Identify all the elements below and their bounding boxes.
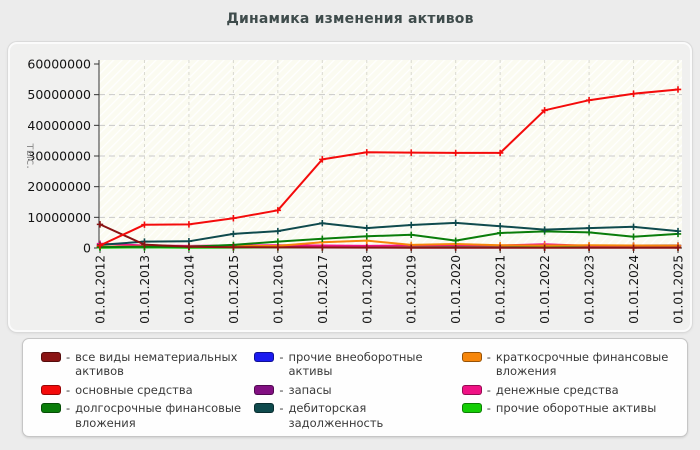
y-tick-label: 50000000	[27, 87, 91, 102]
legend-marker-4	[254, 384, 275, 395]
legend-separator: -	[66, 350, 71, 364]
legend-item-7: - денежные средства	[461, 382, 673, 397]
series-line-5	[99, 221, 679, 246]
legend-column-1: - прочие внеоборотные активы - запасы - дебит…	[254, 350, 453, 430]
legend-separator: -	[279, 401, 284, 416]
legend-item-0: - все виды нематериальных активов	[41, 350, 246, 379]
x-tick-label: 01.01.2022	[538, 255, 552, 324]
legend-label-6: краткосрочные финансовые вложения	[495, 350, 669, 379]
legend-marker-6	[461, 352, 482, 362]
legend-separator: -	[486, 382, 491, 397]
y-tick-label: 30000000	[27, 149, 91, 164]
y-axis-title: тыс.	[24, 143, 38, 169]
x-tick-label: 01.01.2021	[494, 255, 508, 324]
chart-legend: - все виды нематериальных активов - основны…	[22, 338, 688, 437]
legend-label-0: все виды нематериальных активов	[75, 350, 238, 379]
legend-marker-2	[41, 403, 61, 414]
series-markers-1	[96, 86, 682, 249]
line-chart: 0 10000000 20000000 30000000 40000000 5000000…	[24, 57, 686, 324]
legend-marker-8	[461, 403, 482, 414]
legend-label-1: основные средства	[75, 382, 193, 397]
legend-item-2: - долгосрочные финансовые вложения	[41, 401, 246, 430]
legend-column-2: - краткосрочные финансовые вложения - денеж…	[461, 350, 673, 430]
legend-label-8: прочие оборотные активы	[495, 401, 657, 416]
series-line-1	[99, 88, 679, 247]
legend-separator: -	[486, 350, 491, 364]
legend-marker-7	[461, 384, 482, 395]
x-tick-label: 01.01.2025	[672, 255, 686, 324]
legend-marker-5	[254, 403, 275, 414]
legend-item-6: - краткосрочные финансовые вложения	[461, 350, 673, 379]
x-tick-label: 01.01.2013	[138, 255, 152, 324]
series-line-0	[99, 223, 678, 249]
legend-separator: -	[66, 401, 71, 416]
chart-title: Динамика изменения активов	[226, 11, 474, 27]
legend-marker-1	[41, 384, 61, 395]
legend-marker-0	[41, 352, 61, 362]
x-tick-label: 01.01.2018	[360, 255, 374, 324]
legend-column-0: - все виды нематериальных активов - основны…	[41, 350, 246, 430]
legend-item-3: - прочие внеоборотные активы	[254, 350, 453, 379]
y-tick-label: 60000000	[27, 57, 91, 72]
legend-item-4: - запасы	[254, 383, 453, 397]
legend-item-8: - прочие оборотные активы	[461, 401, 673, 416]
series-markers-0	[96, 221, 682, 252]
legend-separator: -	[486, 401, 491, 416]
legend-item-5: - дебиторская задолженность	[254, 401, 453, 430]
chart-panel: 0 10000000 20000000 30000000 40000000 5000000…	[8, 42, 692, 332]
legend-separator: -	[279, 350, 284, 364]
legend-separator: -	[66, 382, 71, 397]
y-tick-label: 10000000	[27, 210, 91, 225]
x-tick-label: 01.01.2016	[271, 255, 285, 324]
x-tick-label: 01.01.2017	[316, 255, 330, 324]
legend-label-3: прочие внеоборотные активы	[288, 350, 423, 379]
x-tick-label: 01.01.2024	[627, 255, 641, 324]
legend-separator: -	[279, 382, 284, 397]
x-tick-label: 01.01.2012	[94, 255, 108, 324]
legend-label-7: денежные средства	[495, 382, 619, 397]
x-tick-label: 01.01.2014	[182, 255, 196, 324]
legend-marker-3	[254, 352, 275, 362]
x-tick-label: 01.01.2015	[227, 255, 241, 324]
x-tick-label: 01.01.2019	[405, 255, 419, 324]
x-tick-label: 01.01.2020	[449, 255, 463, 324]
y-tick-label: 0	[83, 241, 91, 256]
plot-area	[99, 60, 682, 248]
legend-label-4: запасы	[288, 382, 332, 397]
x-tick-label: 01.01.2023	[583, 255, 597, 324]
y-tick-label: 20000000	[27, 179, 91, 194]
legend-label-2: долгосрочные финансовые вложения	[75, 401, 242, 430]
legend-item-1: - основные средства	[41, 383, 246, 397]
legend-label-5: дебиторская задолженность	[288, 401, 384, 430]
y-tick-label: 40000000	[27, 118, 91, 133]
